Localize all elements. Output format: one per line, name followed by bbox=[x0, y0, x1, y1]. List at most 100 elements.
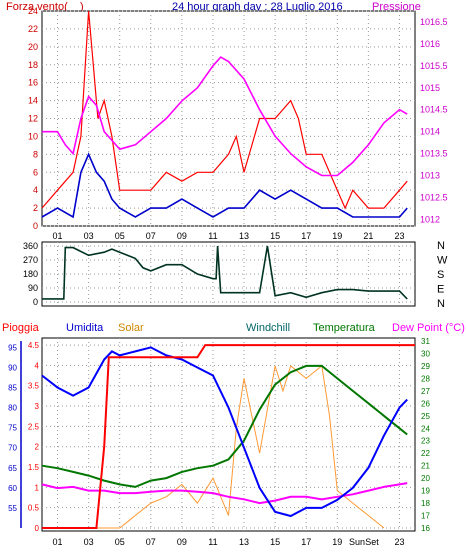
rain-tick-label: 1.5 bbox=[28, 463, 40, 472]
humidity-tick-label: 85 bbox=[8, 384, 17, 393]
direction-chart-series bbox=[42, 245, 408, 300]
temperature-tick-label: 28 bbox=[421, 374, 430, 383]
dir-y-tick-label: 90 bbox=[28, 283, 38, 293]
wind-axis-label-suffix: ) bbox=[80, 1, 84, 13]
bottom-chart-series bbox=[41, 344, 415, 529]
top-x-tick-label: 05 bbox=[115, 231, 125, 241]
top-y-left-tick-label: 4 bbox=[33, 185, 38, 195]
top-y-left-tick-label: 8 bbox=[33, 149, 38, 159]
bot-x-tick-label: 23 bbox=[394, 537, 404, 547]
humidity-tick-label: 65 bbox=[8, 464, 17, 473]
direction-chart-grid bbox=[42, 242, 415, 306]
top-y-left-tick-label: 12 bbox=[28, 114, 38, 124]
top-y-left-tick-label: 0 bbox=[33, 221, 38, 231]
top-x-tick-label: 15 bbox=[270, 231, 280, 241]
rain-label: Pioggia bbox=[2, 322, 40, 334]
top-y-left-tick-label: 18 bbox=[28, 60, 38, 70]
pressure-line bbox=[42, 56, 408, 177]
wind-speed-line bbox=[41, 10, 408, 210]
top-y-left-tick-label: 22 bbox=[28, 24, 38, 34]
top-x-tick-label: 17 bbox=[301, 231, 311, 241]
top-x-tick-label: 01 bbox=[53, 231, 63, 241]
top-y-left-tick-label: 6 bbox=[33, 167, 38, 177]
humidity-tick-label: 60 bbox=[8, 484, 17, 493]
rain-tick-label: 0.5 bbox=[28, 504, 40, 513]
rain-line bbox=[42, 344, 415, 529]
top-y-left-tick-label: 16 bbox=[28, 78, 38, 88]
top-x-tick-label: 13 bbox=[239, 231, 249, 241]
temperature-tick-label: 26 bbox=[421, 399, 430, 408]
top-y-left-tick-label: 2 bbox=[33, 203, 38, 213]
bot-x-tick-label: 01 bbox=[53, 537, 63, 547]
temperature-tick-label: 16 bbox=[421, 524, 430, 533]
bot-x-tick-label: 11 bbox=[208, 537, 217, 547]
temperature-tick-label: 24 bbox=[421, 424, 430, 433]
temperature-tick-label: 25 bbox=[421, 412, 430, 421]
dew-point-line bbox=[41, 482, 408, 505]
pressure-axis-label: Pressione bbox=[372, 1, 421, 13]
humidity-tick-label: 90 bbox=[8, 363, 17, 372]
top-y-right-tick-label: 1015 bbox=[420, 83, 440, 93]
rain-tick-label: 0 bbox=[35, 524, 40, 533]
top-y-right-tick-label: 1012.5 bbox=[420, 192, 448, 202]
direction-letter: E bbox=[437, 284, 444, 296]
rain-tick-label: 4.5 bbox=[28, 341, 40, 350]
top-x-tick-label: 21 bbox=[363, 231, 373, 241]
top-x-tick-label: 09 bbox=[177, 231, 187, 241]
top-y-right-tick-label: 1016 bbox=[420, 39, 440, 49]
temperature-tick-label: 20 bbox=[421, 474, 430, 483]
top-x-tick-label: 23 bbox=[394, 231, 404, 241]
temperature-tick-label: 18 bbox=[421, 499, 430, 508]
temperature-tick-label: 21 bbox=[421, 462, 430, 471]
top-y-left-tick-label: 20 bbox=[28, 42, 38, 52]
rain-tick-label: 3 bbox=[35, 402, 40, 411]
wind-direction-line bbox=[42, 245, 408, 300]
bottom-chart-ticks: 01 03 05 07 09 11 13 15 17 19 23 Sun Set 0 0.5 1 1.5 2 2.5… bbox=[8, 337, 430, 547]
direction-letter: N bbox=[437, 240, 445, 252]
humidity-label: Umidita bbox=[66, 322, 104, 334]
top-y-right-tick-label: 1014.5 bbox=[420, 105, 448, 115]
rain-tick-label: 1 bbox=[35, 483, 40, 492]
top-y-right-tick-label: 1015.5 bbox=[420, 61, 448, 71]
temperature-tick-label: 27 bbox=[421, 387, 430, 396]
direction-letter: S bbox=[437, 269, 444, 281]
rain-tick-label: 2 bbox=[35, 443, 40, 452]
top-y-right-tick-label: 1013.5 bbox=[420, 149, 448, 159]
bot-x-tick-label: 19 bbox=[332, 537, 342, 547]
dew-point-label: Dew Point (°C) bbox=[392, 322, 465, 334]
sun-label: Sun bbox=[349, 537, 365, 547]
bot-x-tick-label: 09 bbox=[177, 537, 187, 547]
temperature-line bbox=[41, 364, 408, 488]
direction-letter: W bbox=[437, 255, 448, 267]
humidity-tick-label: 70 bbox=[8, 444, 17, 453]
rain-tick-label: 4 bbox=[35, 361, 40, 370]
top-x-tick-label: 07 bbox=[146, 231, 156, 241]
temperature-tick-label: 17 bbox=[421, 512, 430, 521]
top-y-right-tick-label: 1016.5 bbox=[420, 17, 448, 27]
solar-line bbox=[42, 364, 385, 529]
top-x-tick-label: 11 bbox=[208, 231, 217, 241]
top-y-right-tick-label: 1013 bbox=[420, 171, 440, 181]
dir-y-tick-label: 360 bbox=[23, 241, 38, 251]
humidity-tick-label: 55 bbox=[8, 504, 17, 513]
solar-label: Solar bbox=[118, 322, 144, 334]
direction-chart-frame bbox=[41, 241, 416, 307]
windchill-label: Windchill bbox=[246, 322, 290, 334]
bot-x-tick-label: 15 bbox=[270, 537, 280, 547]
set-label: Set bbox=[365, 537, 379, 547]
temperature-tick-label: 19 bbox=[421, 487, 430, 496]
top-y-right-tick-label: 1014 bbox=[420, 127, 440, 137]
dir-y-tick-label: 180 bbox=[23, 269, 38, 279]
humidity-tick-label: 75 bbox=[8, 424, 17, 433]
top-chart-ticks: 01 03 05 07 09 11 13 15 17 19 21 230246810121416182… bbox=[28, 6, 448, 241]
top-y-left-tick-label: 14 bbox=[28, 96, 38, 106]
temperature-tick-label: 23 bbox=[421, 437, 430, 446]
bot-x-tick-label: 05 bbox=[115, 537, 125, 547]
dir-y-tick-label: 0 bbox=[33, 297, 38, 307]
top-chart-series bbox=[41, 10, 408, 219]
chart-title: 24 hour graph day : 28 Luglio 2016 bbox=[172, 1, 343, 13]
top-x-tick-label: 03 bbox=[84, 231, 94, 241]
